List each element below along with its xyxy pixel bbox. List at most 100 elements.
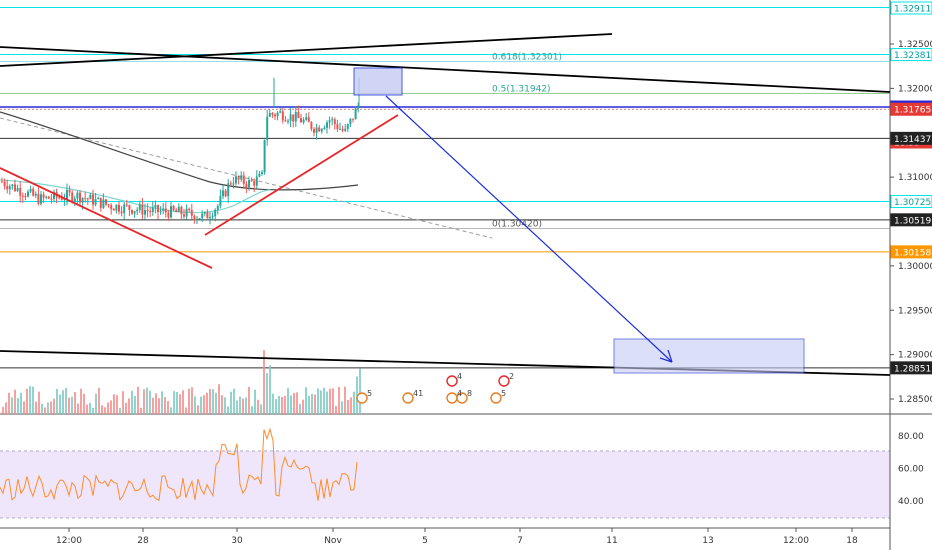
volume-bar <box>269 365 271 414</box>
volume-bar <box>197 405 199 414</box>
volume-bar <box>263 350 265 414</box>
candle-body <box>14 184 16 191</box>
volume-bar <box>329 388 331 414</box>
volume-bar <box>332 388 334 414</box>
volume-bar <box>101 405 103 414</box>
candle-body <box>141 204 144 215</box>
volume-bar <box>191 387 193 414</box>
volume-bar <box>206 392 208 414</box>
volume-bar <box>320 390 322 414</box>
candle-body <box>66 190 68 200</box>
candle-body <box>133 211 136 214</box>
event-count: 5 <box>501 389 506 398</box>
candle-body <box>131 209 133 214</box>
event-count: 5 <box>367 389 372 398</box>
candle-body <box>279 111 282 113</box>
candle-body <box>60 197 63 200</box>
candle-body <box>341 128 344 131</box>
volume-bar <box>137 386 139 414</box>
volume-bar <box>278 395 280 414</box>
trend-lines[interactable] <box>0 33 891 376</box>
volume-bar <box>239 396 241 414</box>
volume-bar <box>17 397 19 414</box>
candle-body <box>339 128 341 130</box>
price-tick-label: 1.32500 <box>898 40 932 50</box>
candle-body <box>71 192 74 202</box>
candle-body <box>68 190 71 193</box>
volume-bar <box>77 403 79 414</box>
candle-body <box>24 195 27 197</box>
candle-body <box>115 204 118 211</box>
time-tick-label: Nov <box>324 536 342 546</box>
candle-body <box>40 194 42 204</box>
candle-body <box>222 190 224 197</box>
candle-body <box>188 208 191 211</box>
candle-body <box>284 120 287 122</box>
candle-body <box>326 122 328 128</box>
candle-body <box>224 190 227 197</box>
volume-bar <box>194 396 196 414</box>
candle-body <box>258 173 261 177</box>
volume-bar <box>56 388 58 414</box>
time-tick-label: 28 <box>137 536 149 546</box>
axes: 1.32500 1.32000 1.31000 1.30000 1.29500 1.290… <box>56 40 932 546</box>
candle-body <box>149 211 152 213</box>
price-label-bg <box>890 102 932 116</box>
candle-body <box>253 181 256 186</box>
candle-body <box>292 114 295 122</box>
candle-body <box>248 180 250 188</box>
price-label-badge: 1.30725 <box>890 195 932 209</box>
price-label-text: 1.32381 <box>894 51 931 61</box>
fib-level-label: 0.5(1.31942) <box>492 85 551 95</box>
candle-body <box>281 111 284 121</box>
candle-body <box>237 176 240 180</box>
candle-body <box>250 180 253 182</box>
candle-body <box>58 197 61 199</box>
volume-bar <box>32 386 34 414</box>
volume-bar <box>173 391 175 414</box>
volume-bar <box>20 392 22 414</box>
candle-body <box>203 212 206 214</box>
candle-body <box>81 197 84 203</box>
target-zone-box <box>613 338 805 374</box>
volume-bar <box>230 391 232 414</box>
volume-bar <box>140 407 142 414</box>
volume-bar <box>224 397 226 414</box>
candle-body <box>128 205 131 210</box>
candle-body <box>297 111 300 119</box>
candle-body <box>344 128 347 131</box>
candle-body <box>196 218 198 221</box>
candle-body <box>21 195 24 197</box>
volume-bar <box>293 392 295 414</box>
event-markers[interactable]: 5 41 48 5 4 2 <box>356 372 514 404</box>
candle-body <box>274 114 276 117</box>
volume-bar <box>71 396 73 414</box>
candle-body <box>328 120 331 123</box>
volume-bar <box>107 402 109 414</box>
projection-arrow <box>385 95 673 363</box>
candle-body <box>120 211 123 214</box>
price-labels: 1.329111.323811.317901.3176518:591.31437… <box>890 1 932 375</box>
candle-body <box>287 120 289 122</box>
candle-body <box>240 175 243 180</box>
volume-bar <box>38 391 40 414</box>
volume-bar <box>167 401 169 414</box>
volume-bar <box>152 397 154 414</box>
candle-body <box>209 217 211 219</box>
event-count: 4 <box>457 389 462 398</box>
volume-bar <box>347 399 349 414</box>
volume-bar <box>80 388 82 414</box>
price-tick-label: 1.31000 <box>898 173 932 183</box>
event-marker: 2 <box>498 372 514 387</box>
volume-bar <box>104 407 106 414</box>
volume-bar <box>110 400 112 414</box>
volume-bar <box>86 404 88 414</box>
candle-body <box>154 205 157 208</box>
volume-bar <box>149 390 151 414</box>
candle-body <box>268 113 271 117</box>
candle-body <box>229 183 232 185</box>
candle-body <box>175 210 178 213</box>
candle-body <box>1 181 3 183</box>
